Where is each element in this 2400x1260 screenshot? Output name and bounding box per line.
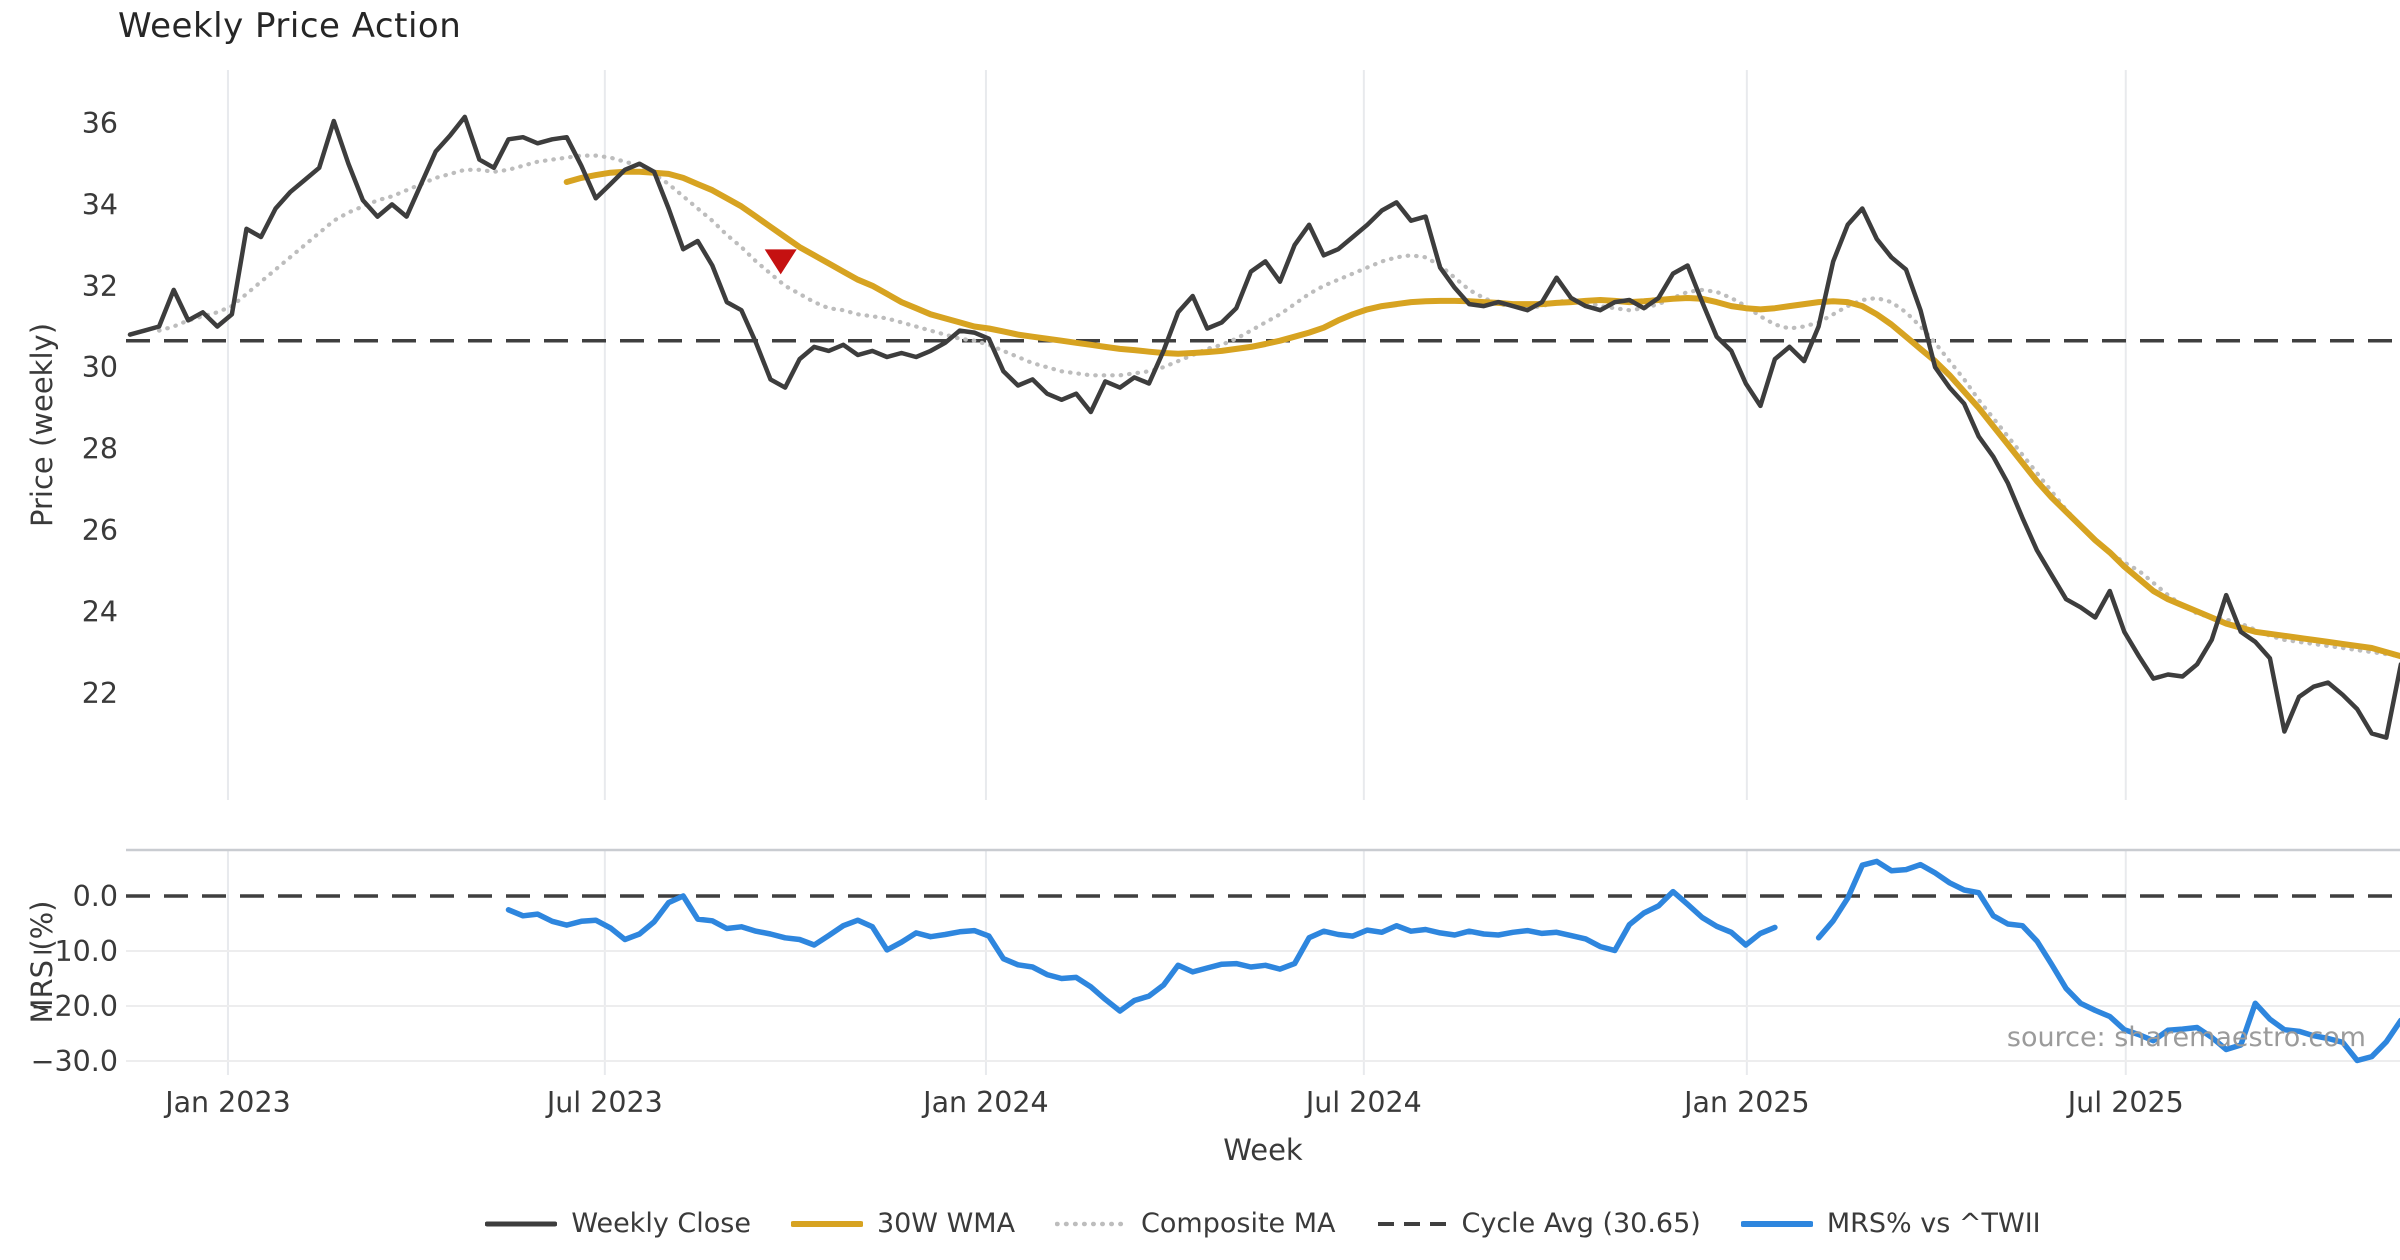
legend-item-mrs-vs-twii: MRS% vs ^TWII xyxy=(1740,1208,2041,1239)
xtick-label: Jul 2025 xyxy=(2066,1086,2184,1119)
sell-signal-marker xyxy=(764,249,797,275)
chart-title: Weekly Price Action xyxy=(118,6,462,46)
ytick-price: 34 xyxy=(82,188,118,221)
legend-item-30w-wma: 30W WMA xyxy=(790,1208,1016,1239)
legend-swatch-icon xyxy=(1055,1221,1128,1226)
legend-label: MRS% vs ^TWII xyxy=(1826,1208,2041,1239)
series-mrs-vs-twii xyxy=(505,858,2400,1064)
ytick-price: 36 xyxy=(82,107,118,140)
legend-label: Composite MA xyxy=(1141,1208,1336,1239)
source-watermark: source: sharemaestro.com xyxy=(2006,1022,2366,1053)
ytick-price: 24 xyxy=(82,595,118,628)
legend-swatch-icon xyxy=(485,1221,558,1226)
legend-swatch-icon xyxy=(1377,1221,1446,1226)
xtick-label: Jan 2025 xyxy=(1682,1086,1810,1119)
series-composite-ma xyxy=(157,153,2400,659)
chart-legend: Weekly Close 30W WMA Composite MA Cycle Avg… xyxy=(126,1208,2400,1239)
legend-swatch-icon xyxy=(790,1220,863,1227)
legend-item-cycle-avg-30-65-: Cycle Avg (30.65) xyxy=(1376,1208,1701,1239)
x-axis-title: Week xyxy=(1223,1133,1303,1167)
y-axis-title-price: Price (weekly) xyxy=(25,323,59,527)
legend-item-weekly-close: Weekly Close xyxy=(485,1208,751,1239)
legend-label: 30W WMA xyxy=(876,1208,1016,1239)
y-axis-title-mrs: MRS (%) xyxy=(25,901,59,1024)
ytick-mrs: −30.0 xyxy=(31,1045,118,1078)
ytick-price: 30 xyxy=(82,351,118,384)
legend-swatch-icon xyxy=(1740,1220,1813,1227)
ytick-mrs: −20.0 xyxy=(31,990,118,1023)
xtick-label: Jul 2023 xyxy=(545,1086,663,1119)
ytick-price: 28 xyxy=(82,433,118,466)
xtick-label: Jul 2024 xyxy=(1304,1086,1422,1119)
ytick-mrs: −10.0 xyxy=(31,935,118,968)
ytick-price: 32 xyxy=(82,270,118,303)
legend-item-composite-ma: Composite MA xyxy=(1055,1208,1336,1239)
xtick-label: Jan 2024 xyxy=(921,1086,1049,1119)
ytick-mrs: 0.0 xyxy=(73,880,118,913)
legend-label: Cycle Avg (30.65) xyxy=(1461,1208,1701,1239)
legend-label: Weekly Close xyxy=(571,1208,751,1239)
ytick-price: 22 xyxy=(82,677,118,710)
series-30w-wma xyxy=(563,168,2400,660)
ytick-price: 26 xyxy=(82,514,118,547)
series-weekly-close xyxy=(127,114,2400,740)
xtick-label: Jan 2023 xyxy=(163,1086,291,1119)
